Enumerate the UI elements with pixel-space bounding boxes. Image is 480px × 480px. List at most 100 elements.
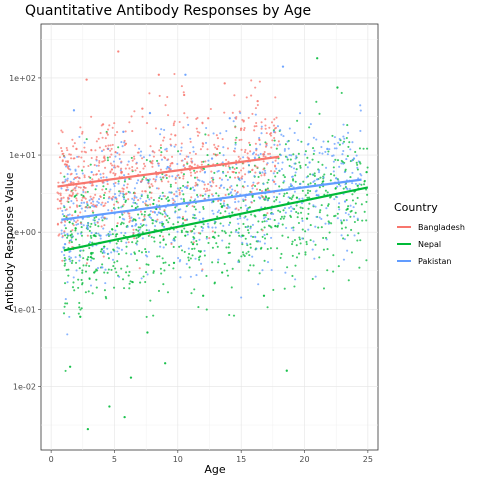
data-point — [193, 247, 196, 250]
data-point — [72, 188, 75, 191]
data-point — [63, 242, 67, 246]
data-point — [295, 210, 298, 214]
data-point — [143, 215, 146, 218]
data-point — [334, 187, 337, 190]
data-point — [124, 178, 127, 181]
data-point — [171, 162, 174, 165]
data-point — [115, 242, 118, 245]
data-point — [64, 298, 67, 301]
data-point — [240, 296, 243, 299]
data-point — [83, 174, 86, 177]
data-point — [291, 240, 294, 243]
data-point — [223, 262, 226, 265]
data-point — [189, 171, 192, 174]
data-point — [260, 246, 263, 249]
data-point — [133, 251, 136, 254]
data-point — [150, 196, 153, 199]
data-point — [145, 263, 148, 266]
data-point — [80, 226, 83, 229]
data-point — [151, 165, 154, 168]
data-point — [237, 231, 240, 234]
data-point — [305, 243, 308, 246]
data-point — [165, 167, 168, 170]
data-point — [80, 150, 83, 153]
data-point — [183, 186, 187, 189]
data-point — [236, 217, 239, 221]
data-point — [117, 182, 120, 185]
data-point — [137, 199, 140, 202]
data-point — [275, 198, 278, 201]
data-point — [293, 131, 296, 134]
data-point — [113, 261, 116, 264]
data-point — [249, 264, 252, 267]
data-point — [228, 313, 231, 317]
data-point — [328, 231, 331, 234]
data-point — [101, 160, 104, 163]
data-point — [74, 227, 77, 230]
data-point — [123, 180, 126, 183]
data-point — [169, 183, 172, 186]
data-point — [259, 143, 262, 146]
data-point — [224, 164, 227, 167]
data-point — [235, 117, 238, 120]
data-point — [217, 169, 220, 172]
data-point — [241, 241, 244, 244]
data-point — [99, 234, 102, 237]
data-point — [228, 234, 231, 237]
data-point — [293, 162, 296, 165]
data-point — [313, 257, 316, 260]
data-point — [82, 249, 85, 252]
data-point — [142, 176, 145, 179]
data-point — [68, 258, 71, 261]
data-point — [326, 153, 329, 156]
data-point — [143, 218, 146, 221]
data-point — [324, 150, 327, 153]
data-point — [247, 164, 250, 167]
data-point — [81, 196, 84, 199]
data-point — [255, 149, 258, 152]
data-point — [351, 193, 354, 196]
data-point — [250, 94, 253, 97]
data-point — [288, 186, 291, 189]
data-point — [200, 262, 203, 265]
data-point — [172, 199, 175, 202]
data-point — [354, 182, 358, 185]
data-point — [154, 224, 157, 228]
data-point — [267, 197, 270, 200]
data-point — [227, 251, 230, 255]
data-point — [140, 193, 143, 196]
data-point — [153, 211, 157, 214]
data-point — [89, 225, 92, 228]
data-point — [131, 220, 134, 223]
data-point — [159, 133, 162, 136]
data-point — [197, 232, 200, 235]
data-point — [104, 268, 107, 271]
data-point — [186, 161, 189, 164]
data-point — [243, 254, 246, 258]
data-point — [78, 135, 81, 138]
data-point — [62, 312, 66, 315]
data-point — [230, 286, 233, 289]
data-point — [189, 187, 192, 190]
data-point — [102, 148, 105, 151]
data-point — [107, 268, 110, 271]
data-point — [337, 206, 340, 209]
data-point — [206, 148, 209, 151]
data-point — [180, 229, 183, 232]
data-point — [77, 165, 80, 168]
data-point — [168, 217, 171, 220]
data-point — [276, 225, 279, 228]
data-point — [101, 201, 104, 204]
data-point — [157, 289, 161, 293]
data-point — [203, 183, 206, 186]
data-point — [158, 234, 162, 237]
data-point — [127, 241, 130, 244]
data-point — [234, 126, 237, 129]
data-point — [99, 195, 102, 198]
data-point — [192, 146, 195, 149]
data-point — [193, 205, 196, 208]
data-point — [254, 184, 257, 188]
data-point — [190, 174, 193, 177]
y-axis-title: Antibody Response Value — [3, 172, 16, 311]
